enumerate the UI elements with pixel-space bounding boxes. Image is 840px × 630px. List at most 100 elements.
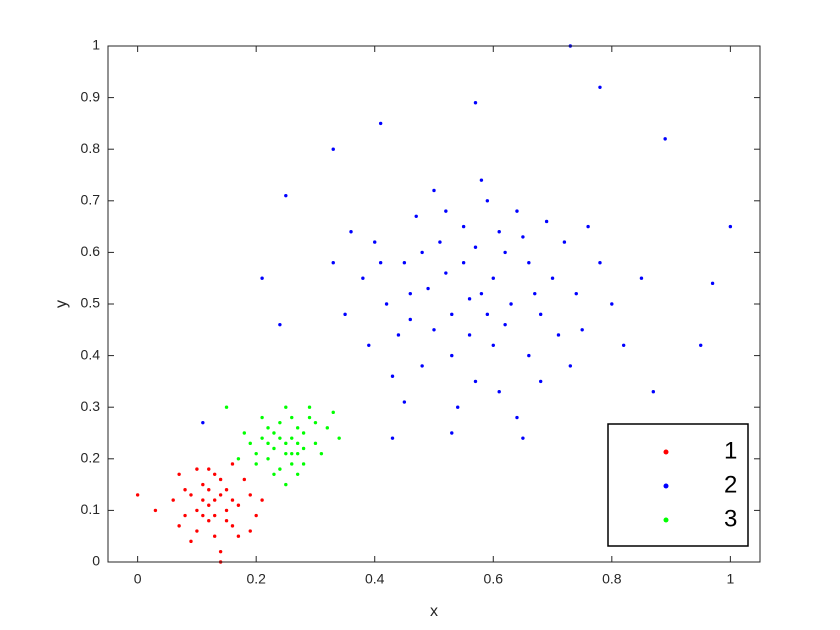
point [367,343,371,347]
point [408,317,412,322]
point [408,291,412,296]
point [550,276,555,280]
point [485,199,490,203]
point [254,451,258,456]
point [177,524,181,528]
point [390,374,395,378]
point [290,436,294,440]
point [610,302,614,306]
point [260,415,264,420]
point [212,498,217,502]
legend: 1 2 3 [607,423,749,547]
point [420,364,424,368]
point [491,276,495,280]
point [361,276,365,280]
point [290,415,294,420]
point [201,513,205,518]
y-tick-label: 0.3 [81,398,101,414]
point [319,451,324,456]
legend-label: 3 [724,505,737,532]
point [509,302,513,306]
point [295,472,300,476]
point [230,462,235,466]
point [521,436,525,440]
point [290,451,294,456]
point [224,405,229,409]
point [278,322,282,327]
point [260,498,264,502]
point [598,85,602,89]
point [272,431,276,435]
point [639,276,644,280]
point [307,405,312,409]
point [284,482,288,487]
point [349,230,353,234]
point [538,379,543,384]
point [242,431,247,435]
x-tick-label: 0.8 [602,571,622,587]
point [212,513,217,518]
point [503,322,507,327]
x-tick-label: 0.6 [484,571,504,587]
point [242,477,247,482]
point [331,410,335,415]
point [728,224,733,229]
point [580,328,584,332]
x-axis-label: x [430,603,438,620]
point [230,524,235,528]
x-tick-label: 0 [134,571,142,587]
point [699,343,703,347]
point [153,508,158,513]
point [254,513,258,518]
point [295,426,300,430]
point [479,291,484,296]
point [325,426,330,430]
point [651,390,656,394]
point [266,457,270,461]
point [450,312,454,317]
y-axis-label: y [53,300,70,308]
point [201,482,205,487]
point [503,250,507,255]
point [201,498,205,502]
point [284,193,288,198]
point [224,519,229,523]
y-tick-label: 0.5 [81,295,101,311]
point [195,508,199,513]
point [284,451,288,456]
point [568,364,573,368]
point [207,488,211,492]
point [224,488,229,492]
point [527,261,531,265]
point [260,436,264,440]
point [248,529,252,533]
point [538,312,543,317]
legend-marker [663,483,669,489]
point [135,493,140,497]
point [313,420,318,425]
axes-box [107,45,761,563]
point [307,415,312,420]
point [189,493,193,497]
point [621,343,626,347]
point [260,276,264,280]
point [207,519,211,523]
legend-marker [663,449,669,455]
point [301,431,306,435]
point [444,271,448,275]
point [450,353,454,358]
point [272,446,276,451]
point [663,137,667,141]
y-tick-label: 0.1 [81,501,101,517]
point [278,436,282,440]
point [414,214,418,218]
point [515,415,519,420]
point [278,420,282,425]
point [331,261,335,265]
point [207,503,211,507]
point [236,457,241,461]
point [183,488,187,492]
point [248,441,252,446]
point [491,343,495,347]
